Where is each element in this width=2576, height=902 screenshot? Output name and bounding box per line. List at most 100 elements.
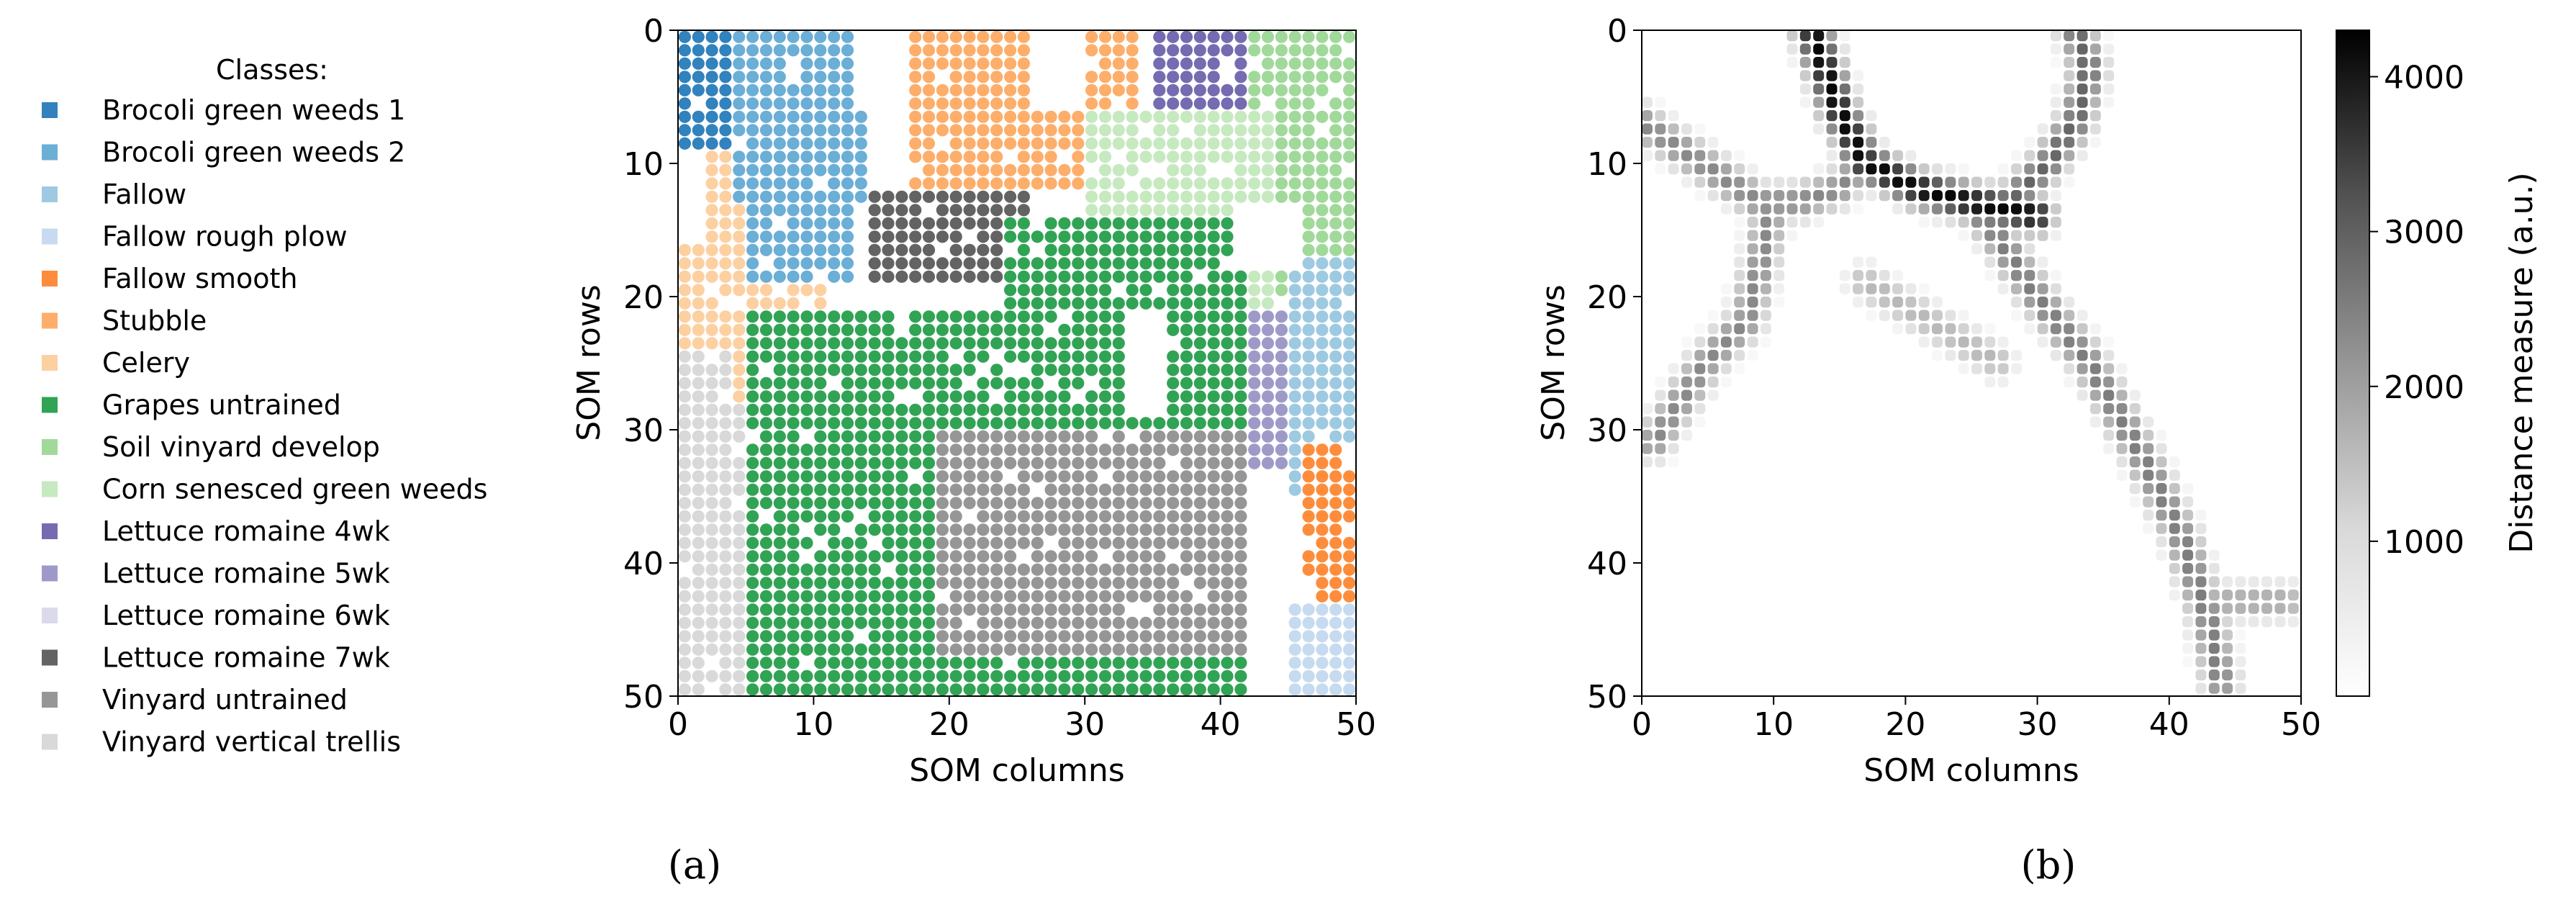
som-node [828,230,841,243]
som-node [854,590,867,603]
heat-cell [2103,363,2115,374]
som-node [1221,217,1234,230]
legend-swatch [42,144,58,161]
heat-cell [2024,203,2035,215]
som-node [1221,30,1234,43]
colorbar-tick-label: 1000 [2384,524,2464,561]
som-node [909,364,922,376]
som-node [1126,284,1139,297]
som-node [800,310,813,323]
som-node [759,643,773,656]
som-node [1207,323,1220,336]
som-node [1288,297,1301,310]
som-node [733,563,746,576]
som-node [1017,350,1030,363]
som-node [1058,483,1071,496]
som-node [1193,456,1206,469]
som-node [1234,590,1247,603]
som-node [909,510,922,523]
som-node [1031,510,1044,523]
som-node [1329,297,1342,310]
som-node [963,536,976,549]
som-node [1302,297,1315,310]
som-node [705,137,718,150]
som-node [1167,364,1180,376]
panel-a-caption: (a) [668,842,721,888]
heat-cell [1958,176,1969,188]
som-node [1167,536,1180,549]
som-node [1180,510,1193,523]
som-node [1085,669,1098,682]
som-node [1343,497,1356,510]
som-node [705,310,718,323]
som-node [1058,456,1071,469]
heat-cell [1655,123,1666,135]
som-node [814,403,827,416]
heat-cell [1813,203,1825,215]
som-node [1248,350,1261,363]
heat-cell [2222,669,2233,681]
som-node [733,456,746,469]
som-node [800,376,813,389]
som-node [1329,284,1342,297]
som-node [909,243,922,256]
som-node [1207,470,1220,483]
som-node [977,163,990,176]
som-node [1098,483,1112,496]
som-node [787,456,800,469]
heat-cell [1786,230,1798,241]
som-node [841,403,854,416]
som-node [1180,270,1193,283]
som-node [1180,217,1193,230]
som-node [678,84,692,96]
heat-cell [1747,283,1758,294]
som-node [678,257,692,270]
som-node [1234,510,1247,523]
som-node [759,456,773,469]
som-node [1098,497,1112,510]
som-node [1343,217,1356,230]
som-node [1343,71,1356,84]
som-node [922,510,936,523]
som-node [909,643,922,656]
som-node [828,683,841,696]
x-tick-label: 20 [1885,706,1925,743]
som-node [787,323,800,336]
som-node [705,97,718,110]
som-node [1180,657,1193,669]
som-node [1207,456,1220,469]
som-node [773,669,786,682]
som-node [1017,217,1030,230]
heat-cell [2195,656,2207,667]
heat-cell [1694,350,1706,361]
som-node [828,124,841,137]
som-node [1085,97,1098,110]
som-node [719,643,732,656]
heat-cell [1866,150,1877,161]
som-node [1139,430,1152,443]
som-node [1180,364,1193,376]
som-node [1167,669,1180,682]
som-node [1085,616,1098,629]
som-node [1044,590,1057,603]
som-node [759,30,773,43]
som-node [1207,177,1220,190]
som-node [1058,603,1071,616]
som-node [1153,417,1166,430]
som-node [922,44,936,57]
som-node [1004,603,1017,616]
som-node [854,376,867,389]
heat-cell [2011,217,2022,228]
som-node [895,577,908,590]
som-node [1072,643,1085,656]
som-node [990,310,1003,323]
heat-cell [1866,123,1877,135]
som-node [1275,44,1288,57]
heat-cell [1945,190,1956,202]
som-node [1044,550,1057,563]
legend-item: Brocoli green weeds 2 [42,137,405,168]
som-node [719,243,732,256]
som-node [1058,443,1071,456]
y-tick-label: 50 [1587,679,1627,716]
som-node [977,550,990,563]
